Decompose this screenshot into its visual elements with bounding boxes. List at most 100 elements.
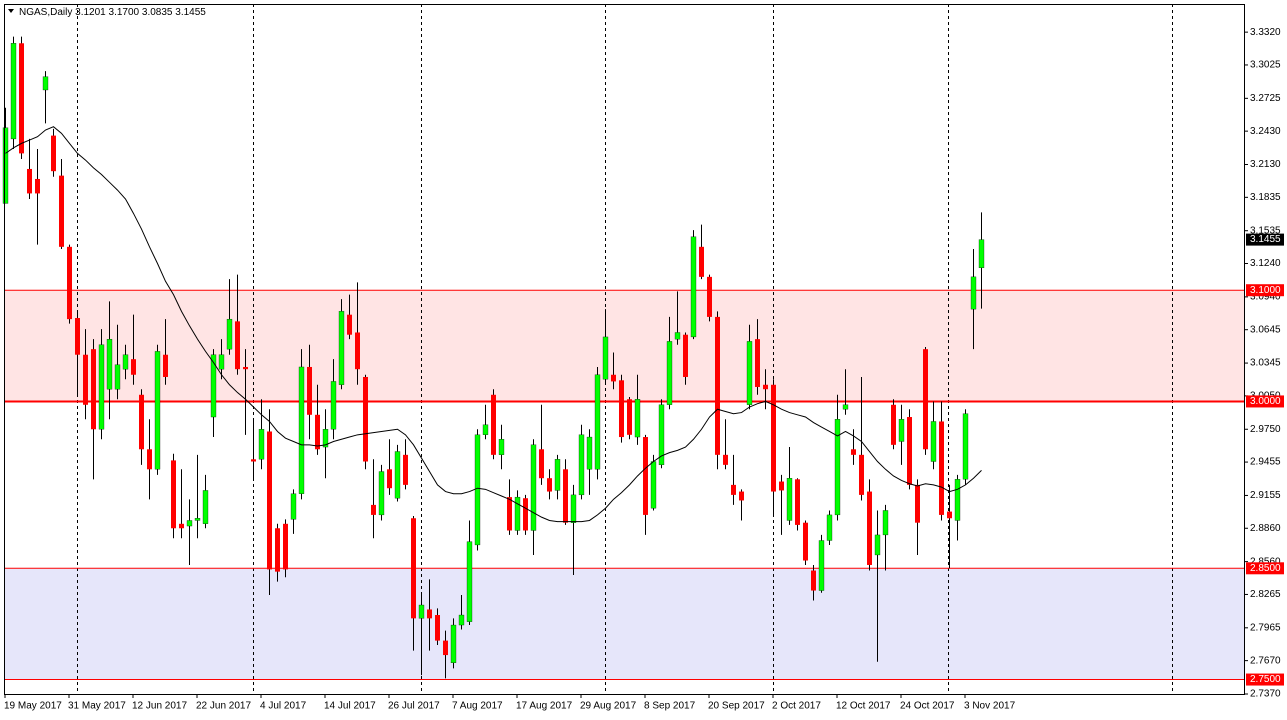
- candle-body: [746, 341, 753, 405]
- candle-body: [658, 404, 665, 466]
- x-tick-label: 19 May 2017: [4, 701, 62, 712]
- candle-body: [634, 399, 641, 438]
- moving-average: [5, 126, 982, 523]
- candle-body: [474, 434, 481, 546]
- candle-body: [338, 311, 345, 385]
- x-tick-label: 12 Oct 2017: [836, 701, 891, 712]
- candle-body: [387, 469, 392, 489]
- y-tick-label: 2.8860: [1250, 523, 1281, 534]
- candle-body: [378, 471, 385, 516]
- y-tick-label: 3.0940: [1250, 292, 1281, 303]
- candle-body: [106, 339, 113, 390]
- y-tick-label: 2.9155: [1250, 490, 1281, 501]
- level-tag: [1246, 284, 1284, 297]
- candle-body: [947, 511, 952, 519]
- y-tick-label: 3.2130: [1250, 159, 1281, 170]
- candle-body: [930, 421, 937, 462]
- candle-body: [202, 490, 209, 524]
- x-tick-label: 20 Sep 2017: [708, 701, 765, 712]
- y-tick-label: 2.7670: [1250, 655, 1281, 666]
- candle-body: [154, 351, 161, 470]
- candle-body: [139, 394, 144, 450]
- menu-triangle: [8, 9, 14, 13]
- candle-body: [171, 460, 176, 529]
- candle-body: [243, 366, 248, 370]
- candle-body: [67, 246, 72, 320]
- candle-body: [907, 417, 912, 485]
- candle-body: [114, 364, 121, 390]
- candle-body: [466, 541, 473, 622]
- x-tick-label: 31 May 2017: [68, 701, 126, 712]
- candle-body: [674, 332, 681, 340]
- candle-body: [147, 449, 152, 470]
- candle-body: [611, 374, 616, 382]
- y-tick-label: 2.7965: [1250, 622, 1281, 633]
- x-tick-label: 3 Nov 2017: [964, 701, 1016, 712]
- x-tick-label: 8 Sep 2017: [644, 701, 696, 712]
- x-tick-label: 26 Jul 2017: [388, 701, 440, 712]
- x-tick-label: 14 Jul 2017: [324, 701, 376, 712]
- candle-body: [602, 336, 609, 380]
- candle-body: [98, 344, 105, 430]
- y-tick-label: 3.3320: [1250, 27, 1281, 38]
- candle-body: [283, 523, 288, 570]
- candle-body: [322, 429, 329, 448]
- candle-body: [258, 429, 265, 460]
- candle-body: [482, 424, 489, 435]
- price-tag: [1246, 233, 1284, 246]
- candle-body: [427, 609, 432, 619]
- y-tick-label: 2.7370: [1250, 689, 1281, 700]
- candle-body: [194, 518, 201, 521]
- candle-body: [514, 496, 521, 531]
- candle-body: [523, 498, 528, 531]
- y-tick-label: 3.1240: [1250, 258, 1281, 269]
- x-tick-label: 22 Jun 2017: [196, 701, 251, 712]
- y-tick-label: 2.8560: [1250, 556, 1281, 567]
- candles: [2, 36, 985, 679]
- y-tick-label: 3.1835: [1250, 192, 1281, 203]
- level-tag-label: 3.1000: [1250, 285, 1281, 296]
- candle-body: [923, 349, 928, 450]
- candle-body: [210, 354, 217, 418]
- candle-body: [507, 497, 512, 531]
- candle-body: [818, 540, 825, 591]
- candle-body: [218, 354, 225, 370]
- candle-body: [915, 484, 920, 523]
- candle-body: [491, 394, 496, 455]
- candle-body: [882, 510, 889, 536]
- candle-body: [771, 384, 776, 492]
- candle-body: [91, 349, 96, 430]
- candle-body: [707, 276, 712, 317]
- candle-body: [834, 419, 841, 516]
- low-label: 3.0835: [142, 7, 173, 18]
- symbol: NGAS,Daily: [19, 7, 72, 18]
- candle-body: [570, 494, 577, 523]
- close-label: 3.1455: [175, 7, 206, 18]
- candle-body: [42, 76, 49, 91]
- candle-body: [563, 469, 568, 523]
- candle-body: [403, 454, 408, 485]
- x-tick-label: 29 Aug 2017: [580, 701, 637, 712]
- candle-body: [267, 431, 272, 570]
- candle-body: [867, 491, 872, 565]
- candle-body: [51, 135, 56, 172]
- candle-body: [530, 444, 537, 531]
- candle-body: [411, 518, 416, 619]
- candle-body: [554, 459, 561, 491]
- candle-body: [970, 276, 977, 310]
- candle-body: [826, 514, 833, 541]
- candle-body: [75, 318, 80, 355]
- candle-body: [19, 43, 24, 154]
- plot-frame: [4, 4, 1245, 695]
- candle-body: [27, 168, 32, 194]
- x-tick-label: 7 Aug 2017: [452, 701, 503, 712]
- candle-body: [226, 318, 233, 350]
- y-tick-label: 3.3025: [1250, 60, 1281, 71]
- x-tick-label: 4 Jul 2017: [260, 701, 307, 712]
- x-tick-label: 24 Oct 2017: [900, 701, 955, 712]
- level-tag-label: 2.7500: [1250, 674, 1281, 685]
- y-tick-label: 3.0645: [1250, 324, 1281, 335]
- candle-body: [307, 366, 312, 415]
- y-tick-label: 3.1535: [1250, 225, 1281, 236]
- open-label: 3.1201: [75, 7, 106, 18]
